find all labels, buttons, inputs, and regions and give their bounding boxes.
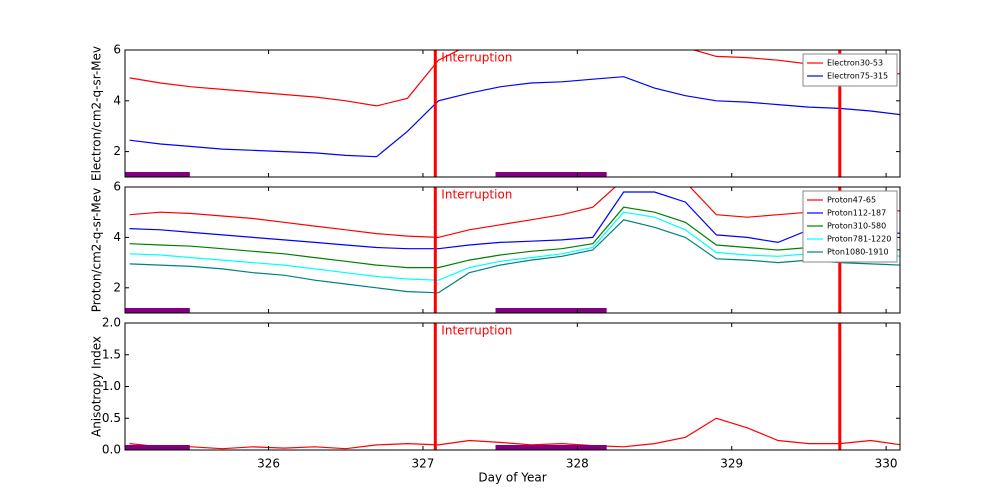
series-line xyxy=(129,50,900,107)
annotation: Interruption xyxy=(441,188,512,202)
legend-label: Proton112-187 xyxy=(827,209,886,218)
x-tick-label: 329 xyxy=(720,457,743,471)
legend: Proton47-65 Proton112-187 Proton310-580 Pro… xyxy=(802,190,898,263)
interval-band xyxy=(125,172,190,177)
legend: Electron30-53 Electron75-315 xyxy=(802,53,898,87)
y-tick-label: 0.0 xyxy=(102,443,121,457)
y-tick-label: 1.5 xyxy=(102,347,121,361)
series-line xyxy=(129,219,900,294)
plot-area xyxy=(125,50,900,177)
y-tick-label: 4 xyxy=(113,93,121,107)
y-axis-label: Anisotropy Index xyxy=(90,336,104,437)
x-tick-label: 327 xyxy=(412,457,435,471)
x-tick-label: 328 xyxy=(566,457,589,471)
legend-label: Proton47-65 xyxy=(827,196,876,205)
y-tick-label: 1.0 xyxy=(102,379,121,393)
series-line xyxy=(129,211,900,281)
y-tick-label: 2 xyxy=(113,144,121,158)
series-line xyxy=(129,76,900,158)
legend-label: Electron75-315 xyxy=(827,72,888,81)
x-tick-label: 330 xyxy=(875,457,898,471)
y-axis-label: Electron/cm2-q-sr-Mev xyxy=(90,46,104,181)
plot-area xyxy=(125,323,900,450)
legend-label: Pton1080-1910 xyxy=(827,248,889,257)
y-tick-label: 2.0 xyxy=(102,316,121,330)
x-axis-label: Day of Year xyxy=(478,471,546,485)
y-tick-label: 0.5 xyxy=(102,411,121,425)
axes-frame xyxy=(124,49,901,178)
y-tick-label: 6 xyxy=(113,43,121,57)
legend-label: Electron30-53 xyxy=(827,59,883,68)
legend-label: Proton781-1220 xyxy=(827,235,891,244)
series-line xyxy=(129,187,900,239)
interval-band xyxy=(125,308,190,313)
y-tick-label: 2 xyxy=(113,280,121,294)
series-line xyxy=(129,191,900,250)
interval-band xyxy=(495,172,607,177)
y-tick-label: 4 xyxy=(113,230,121,244)
annotation: Interruption xyxy=(441,324,512,338)
axes-frame xyxy=(124,186,901,314)
x-tick-label: 326 xyxy=(257,457,280,471)
series-line xyxy=(129,206,900,269)
interval-band xyxy=(125,445,190,450)
legend-label: Proton310-580 xyxy=(827,222,886,231)
series-line xyxy=(129,417,900,450)
y-axis-label: Proton/cm2-q-sr-Mev xyxy=(90,188,104,313)
annotation: Interruption xyxy=(441,51,512,65)
legend-box xyxy=(802,53,898,87)
y-tick-label: 6 xyxy=(113,180,121,194)
interval-band xyxy=(495,308,607,313)
interval-band xyxy=(495,445,607,450)
